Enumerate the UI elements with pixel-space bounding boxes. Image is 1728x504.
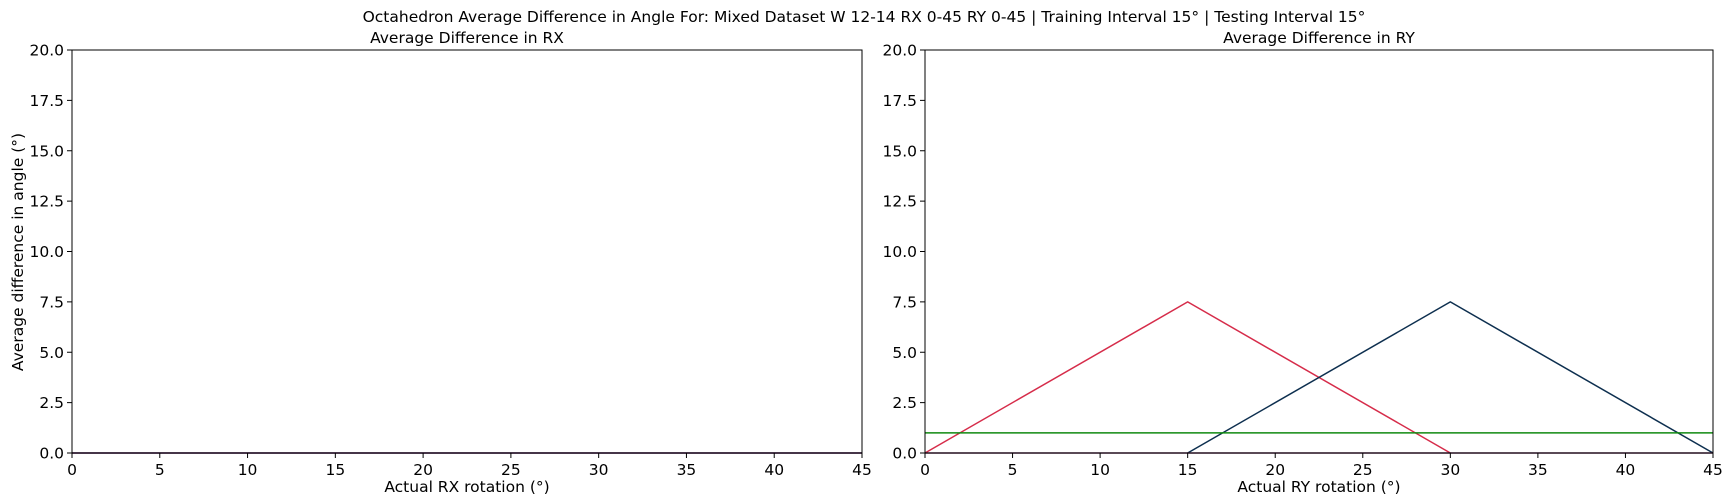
chart-rx-plot-area: 0 5 10 15 20 25 30 35 40 45 0.0 2.5 5.0 7.5 10.0 12.5 15… bbox=[29, 42, 871, 480]
chart-rx-ytick-label: 0.0 bbox=[39, 445, 64, 463]
chart-rx: Average Difference in RX Average differe… bbox=[9, 29, 872, 496]
chart-rx-ytick-label: 12.5 bbox=[29, 193, 64, 211]
chart-ry-ytick-label: 15.0 bbox=[882, 142, 917, 160]
chart-rx-xtick-label: 20 bbox=[413, 461, 433, 479]
chart-rx-ytick-label: 5.0 bbox=[39, 344, 64, 362]
chart-rx-axes-frame bbox=[71, 49, 863, 454]
chart-ry-xtick-label: 20 bbox=[1265, 461, 1285, 479]
chart-rx-ytick-label: 17.5 bbox=[29, 92, 64, 110]
chart-ry-series-1-line bbox=[1187, 301, 1714, 454]
chart-ry-ytick-label: 5.0 bbox=[892, 344, 917, 362]
chart-ry-ytick-label: 10.0 bbox=[882, 243, 917, 261]
chart-rx-title: Average Difference in RX bbox=[370, 29, 564, 47]
figure-title: Octahedron Average Difference in Angle F… bbox=[363, 8, 1366, 26]
chart-ry-ytick-label: 0.0 bbox=[892, 445, 917, 463]
chart-rx-xtick-label: 25 bbox=[501, 461, 521, 479]
chart-rx-ytick-label: 15.0 bbox=[29, 142, 64, 160]
chart-ry-xtick-label: 15 bbox=[1178, 461, 1198, 479]
chart-rx-ytick-label: 20.0 bbox=[29, 42, 64, 60]
chart-rx-xtick-label: 40 bbox=[764, 461, 784, 479]
chart-rx-xtick-label: 10 bbox=[238, 461, 258, 479]
chart-rx-xlabel: Actual RX rotation (°) bbox=[384, 478, 549, 496]
chart-rx-xtick-label: 15 bbox=[325, 461, 345, 479]
chart-ry-ytick-label: 20.0 bbox=[882, 42, 917, 60]
chart-ry-plot-area: 0 5 10 15 20 25 30 35 40 45 0.0 2.5 5.0 7.5 10.0 12.5 15… bbox=[882, 42, 1722, 480]
chart-ry-xtick-label: 40 bbox=[1616, 461, 1636, 479]
chart-ry-xtick-label: 10 bbox=[1090, 461, 1110, 479]
chart-ry-ytick-label: 2.5 bbox=[892, 394, 917, 412]
chart-rx-xtick-label: 30 bbox=[589, 461, 609, 479]
chart-ry-ytick-label: 7.5 bbox=[892, 293, 917, 311]
chart-ry-title: Average Difference in RY bbox=[1223, 29, 1415, 47]
chart-ry-xtick-label: 35 bbox=[1528, 461, 1548, 479]
chart-rx-ytick-label: 7.5 bbox=[39, 293, 64, 311]
chart-ry-xtick-label: 25 bbox=[1353, 461, 1373, 479]
chart-rx-ylabel: Average difference in angle (°) bbox=[9, 133, 27, 371]
chart-rx-ytick-label: 2.5 bbox=[39, 394, 64, 412]
chart-rx-xtick-label: 35 bbox=[677, 461, 697, 479]
chart-ry-ytick-label: 12.5 bbox=[882, 193, 917, 211]
chart-ry-xtick-label: 0 bbox=[920, 461, 930, 479]
chart-ry-axes-frame bbox=[924, 49, 1714, 454]
chart-rx-xtick-label: 0 bbox=[67, 461, 77, 479]
chart-ry-ytick-label: 17.5 bbox=[882, 92, 917, 110]
chart-ry-series-0-line bbox=[924, 301, 1451, 454]
chart-rx-ytick-label: 10.0 bbox=[29, 243, 64, 261]
chart-ry: Average Difference in RY Actual RY rotat… bbox=[882, 29, 1722, 496]
chart-rx-xtick-label: 45 bbox=[852, 461, 872, 479]
chart-ry-xlabel: Actual RY rotation (°) bbox=[1237, 478, 1400, 496]
chart-rx-xtick-label: 5 bbox=[155, 461, 165, 479]
chart-ry-xtick-label: 45 bbox=[1703, 461, 1723, 479]
chart-ry-xtick-label: 5 bbox=[1008, 461, 1018, 479]
chart-ry-xtick-label: 30 bbox=[1440, 461, 1460, 479]
